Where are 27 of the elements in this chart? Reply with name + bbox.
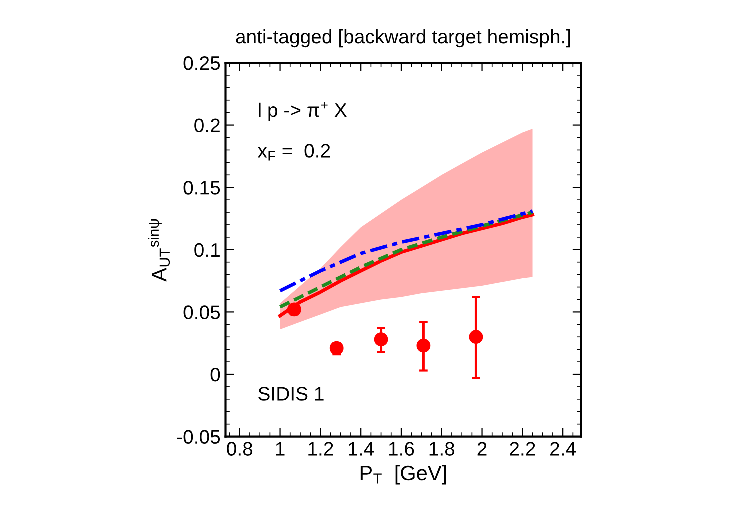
x-tick-label: 1.6 — [389, 442, 414, 456]
annotation: l p -> π$^{+}$ X — [259, 102, 347, 122]
x-tick-label: 2.4 — [550, 442, 576, 456]
x-tick-label: 1.2 — [308, 442, 334, 456]
y-tick-label: -0.05 — [177, 430, 220, 444]
chart-title: anti-tagged [backward target hemisph.] — [236, 29, 570, 48]
point — [374, 332, 388, 347]
y-tick-label: 0.25 — [184, 56, 220, 70]
point — [469, 330, 484, 344]
x-tick-label: 1.8 — [430, 442, 455, 456]
x-tick-label: 2.2 — [510, 442, 536, 456]
y-tick-label: 0.05 — [184, 306, 220, 320]
point — [416, 338, 431, 353]
annotation: SIDIS 1 — [258, 387, 324, 401]
y-tick-label: 0.2 — [194, 118, 220, 133]
x-tick-label: 1 — [276, 442, 285, 456]
y-tick-label: 0.15 — [184, 181, 220, 195]
y-tick-label: 0 — [210, 368, 220, 382]
point — [287, 302, 302, 317]
y-axis-title: A$_{UT}$$^{sinψ}$ — [148, 220, 170, 282]
annotation: x$_{F}$ = 0.2 — [258, 144, 330, 161]
y-tick-label: 0.1 — [194, 243, 220, 258]
x-tick-label: 2 — [478, 442, 487, 456]
x-axis-title: P$_{T}$ [GeV] — [360, 465, 446, 485]
x-tick-label: 0.8 — [227, 442, 253, 456]
x-tick-label: 1.4 — [349, 442, 374, 456]
line-series — [278, 210, 535, 293]
